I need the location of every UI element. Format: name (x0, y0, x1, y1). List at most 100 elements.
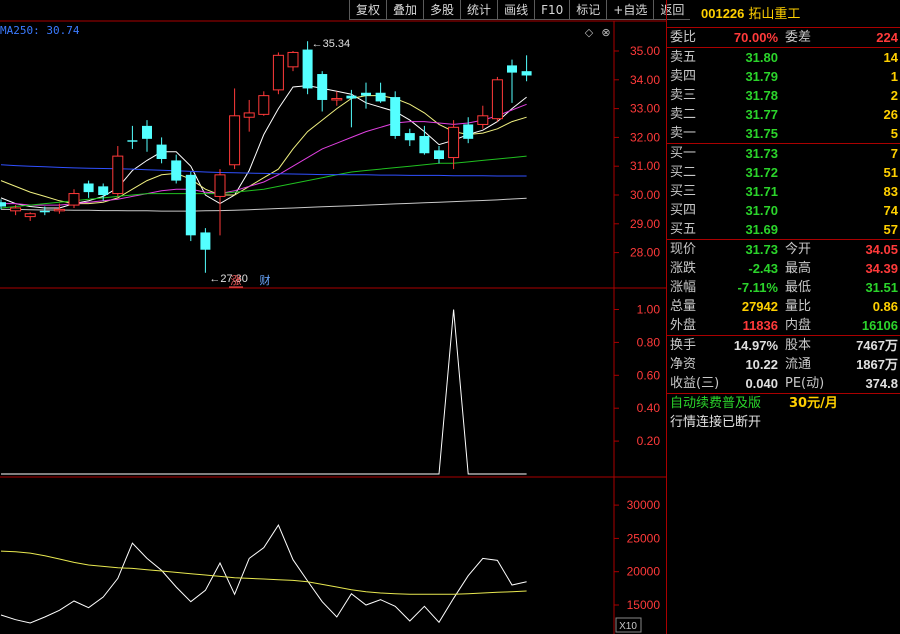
weibi-row: 委比 70.00% 委差 224 (667, 28, 900, 47)
bid-label: 买三 (670, 184, 697, 199)
bid-row-4: 买四 31.70 74 (667, 201, 900, 220)
quote-value: 1867万 (856, 357, 898, 372)
quote-value: 0.86 (872, 299, 898, 314)
bid-volume: 57 (883, 222, 898, 237)
ask-row-2: 卖四 31.79 1 (667, 67, 900, 86)
quote-label: 流通 (785, 357, 812, 372)
quote-value: 31.51 (865, 280, 898, 295)
quote-label: 净资 (670, 357, 697, 372)
quote1-row: 外盘 11836 内盘 16106 (667, 316, 900, 335)
quote-value: -2.43 (748, 261, 778, 276)
volume-tick-label: 25000 (627, 531, 661, 545)
quote-value: 34.05 (865, 242, 898, 257)
candle-body-down (404, 133, 415, 141)
price-tick-label: 33.00 (630, 102, 660, 116)
ask-row-3: 卖三 31.78 2 (667, 86, 900, 105)
quote-value: 10.22 (745, 357, 778, 372)
quote-label: 总量 (670, 299, 697, 314)
promo-text[interactable]: 自动续费普及版 (670, 396, 762, 411)
toolbar-button-3[interactable]: 统计 (460, 0, 498, 20)
indicator-tick-label: 0.60 (637, 368, 661, 382)
bid-book: 买一 31.73 7 买二 31.72 51 买三 31.71 83 买四 31.70 74 买五 31.… (667, 144, 900, 239)
bid-label: 买五 (670, 222, 697, 237)
quote-block-1: 现价 31.73 今开 34.05 涨跌 -2.43 最高 34.39 涨幅 -7.11% 最低 31… (667, 240, 900, 335)
bid-price: 31.69 (745, 222, 778, 237)
candle-body-up (214, 174, 226, 197)
bid-label: 买四 (670, 203, 697, 218)
quote2-row: 净资 10.22 流通 1867万 (667, 355, 900, 374)
quote1-row: 总量 27942 量比 0.86 (667, 297, 900, 316)
ask-price: 31.78 (745, 88, 778, 103)
toolbar-button-2[interactable]: 多股 (423, 0, 461, 20)
bid-price: 31.70 (745, 203, 778, 218)
candle-body-down (346, 95, 357, 99)
promo-row[interactable]: 自动续费普及版 30元/月 (667, 394, 900, 413)
low-price-label: ←27.30 (209, 273, 248, 285)
candle-body-up (68, 193, 80, 206)
price-tick-label: 32.00 (630, 130, 660, 144)
ask-row-1: 卖五 31.80 14 (667, 48, 900, 67)
candle-body-down (361, 92, 371, 96)
toolbar-button-4[interactable]: 画线 (497, 0, 535, 20)
bid-volume: 74 (883, 203, 898, 218)
promo-price[interactable]: 30元/月 (789, 396, 838, 411)
bid-volume: 51 (883, 165, 898, 180)
ask-volume: 1 (890, 69, 898, 84)
ask-label: 卖三 (670, 88, 697, 103)
chart-toolbar: 复权 叠加 多股 统计 画线 F10 标记 +自选 返回 (349, 0, 691, 21)
candle-body-down (83, 183, 94, 193)
candle-body-down (39, 210, 50, 213)
volume-unit-label: X10 (619, 621, 637, 632)
toolbar-button-0[interactable]: 复权 (349, 0, 387, 20)
bid-label: 买一 (670, 146, 697, 161)
stock-code: 001226 (701, 6, 745, 21)
quote-label: 现价 (670, 242, 697, 257)
toolbar-button-1[interactable]: 叠加 (386, 0, 424, 20)
candle-body-up (229, 115, 241, 166)
toolbar-button-5[interactable]: F10 (534, 0, 570, 20)
ask-price: 31.79 (745, 69, 778, 84)
ma-line-ma120 (0, 164, 527, 177)
volume-ma-line (0, 550, 527, 595)
volume-line (0, 524, 527, 624)
candle-body-up (272, 54, 284, 91)
weicha-label: 委差 (785, 30, 812, 45)
close-icon: ⊗ (601, 27, 610, 39)
bid-row-2: 买二 31.72 51 (667, 163, 900, 182)
toolbar-button-7[interactable]: +自选 (606, 0, 654, 20)
toolbar-button-6[interactable]: 标记 (569, 0, 607, 20)
candle-body-down (127, 140, 138, 142)
ma-line-ma250 (1, 197, 527, 212)
candle-body-down (185, 174, 196, 236)
candle-body-down (419, 135, 430, 154)
bid-volume: 83 (883, 184, 898, 199)
weicha-value: 224 (876, 30, 898, 45)
quote-label: 最高 (785, 261, 812, 276)
candle-body-down (434, 150, 444, 159)
candle-body-up (331, 98, 343, 101)
kline-chart[interactable]: 35.00 34.00 33.00 32.00 31.00 30.00 29.00 28.00… (0, 0, 666, 634)
candle-body-up (287, 51, 299, 68)
candle-body-up (10, 207, 22, 212)
candle-body-up (243, 112, 255, 118)
candle-body-up (53, 208, 65, 212)
quote-label: PE(动) (785, 376, 825, 391)
quote-panel: 001226 拓山重工 委比 70.00% 委差 224 卖五 31.80 14 卖四 3… (666, 0, 900, 634)
quote1-row: 涨幅 -7.11% 最低 31.51 (667, 278, 900, 297)
diamond-icon: ◇ (585, 27, 594, 39)
quote-value: 7467万 (856, 338, 898, 353)
indicator-tick-label: 0.40 (637, 401, 661, 415)
ma-line-ma10 (0, 95, 527, 205)
volume-unit-box (615, 617, 642, 633)
indicator-tick-label: 1.00 (637, 303, 661, 317)
candle-body-down (200, 232, 211, 250)
bid-price: 31.71 (745, 184, 778, 199)
ask-volume: 26 (883, 107, 898, 122)
candle-body-up (448, 126, 460, 159)
quote-label: 涨跌 (670, 261, 697, 276)
volume-tick-label: 20000 (627, 565, 661, 579)
quote-label: 最低 (785, 280, 812, 295)
quote-value: 14.97% (733, 338, 778, 353)
price-tick-label: 29.00 (630, 217, 660, 231)
candle-body-up (112, 155, 124, 195)
